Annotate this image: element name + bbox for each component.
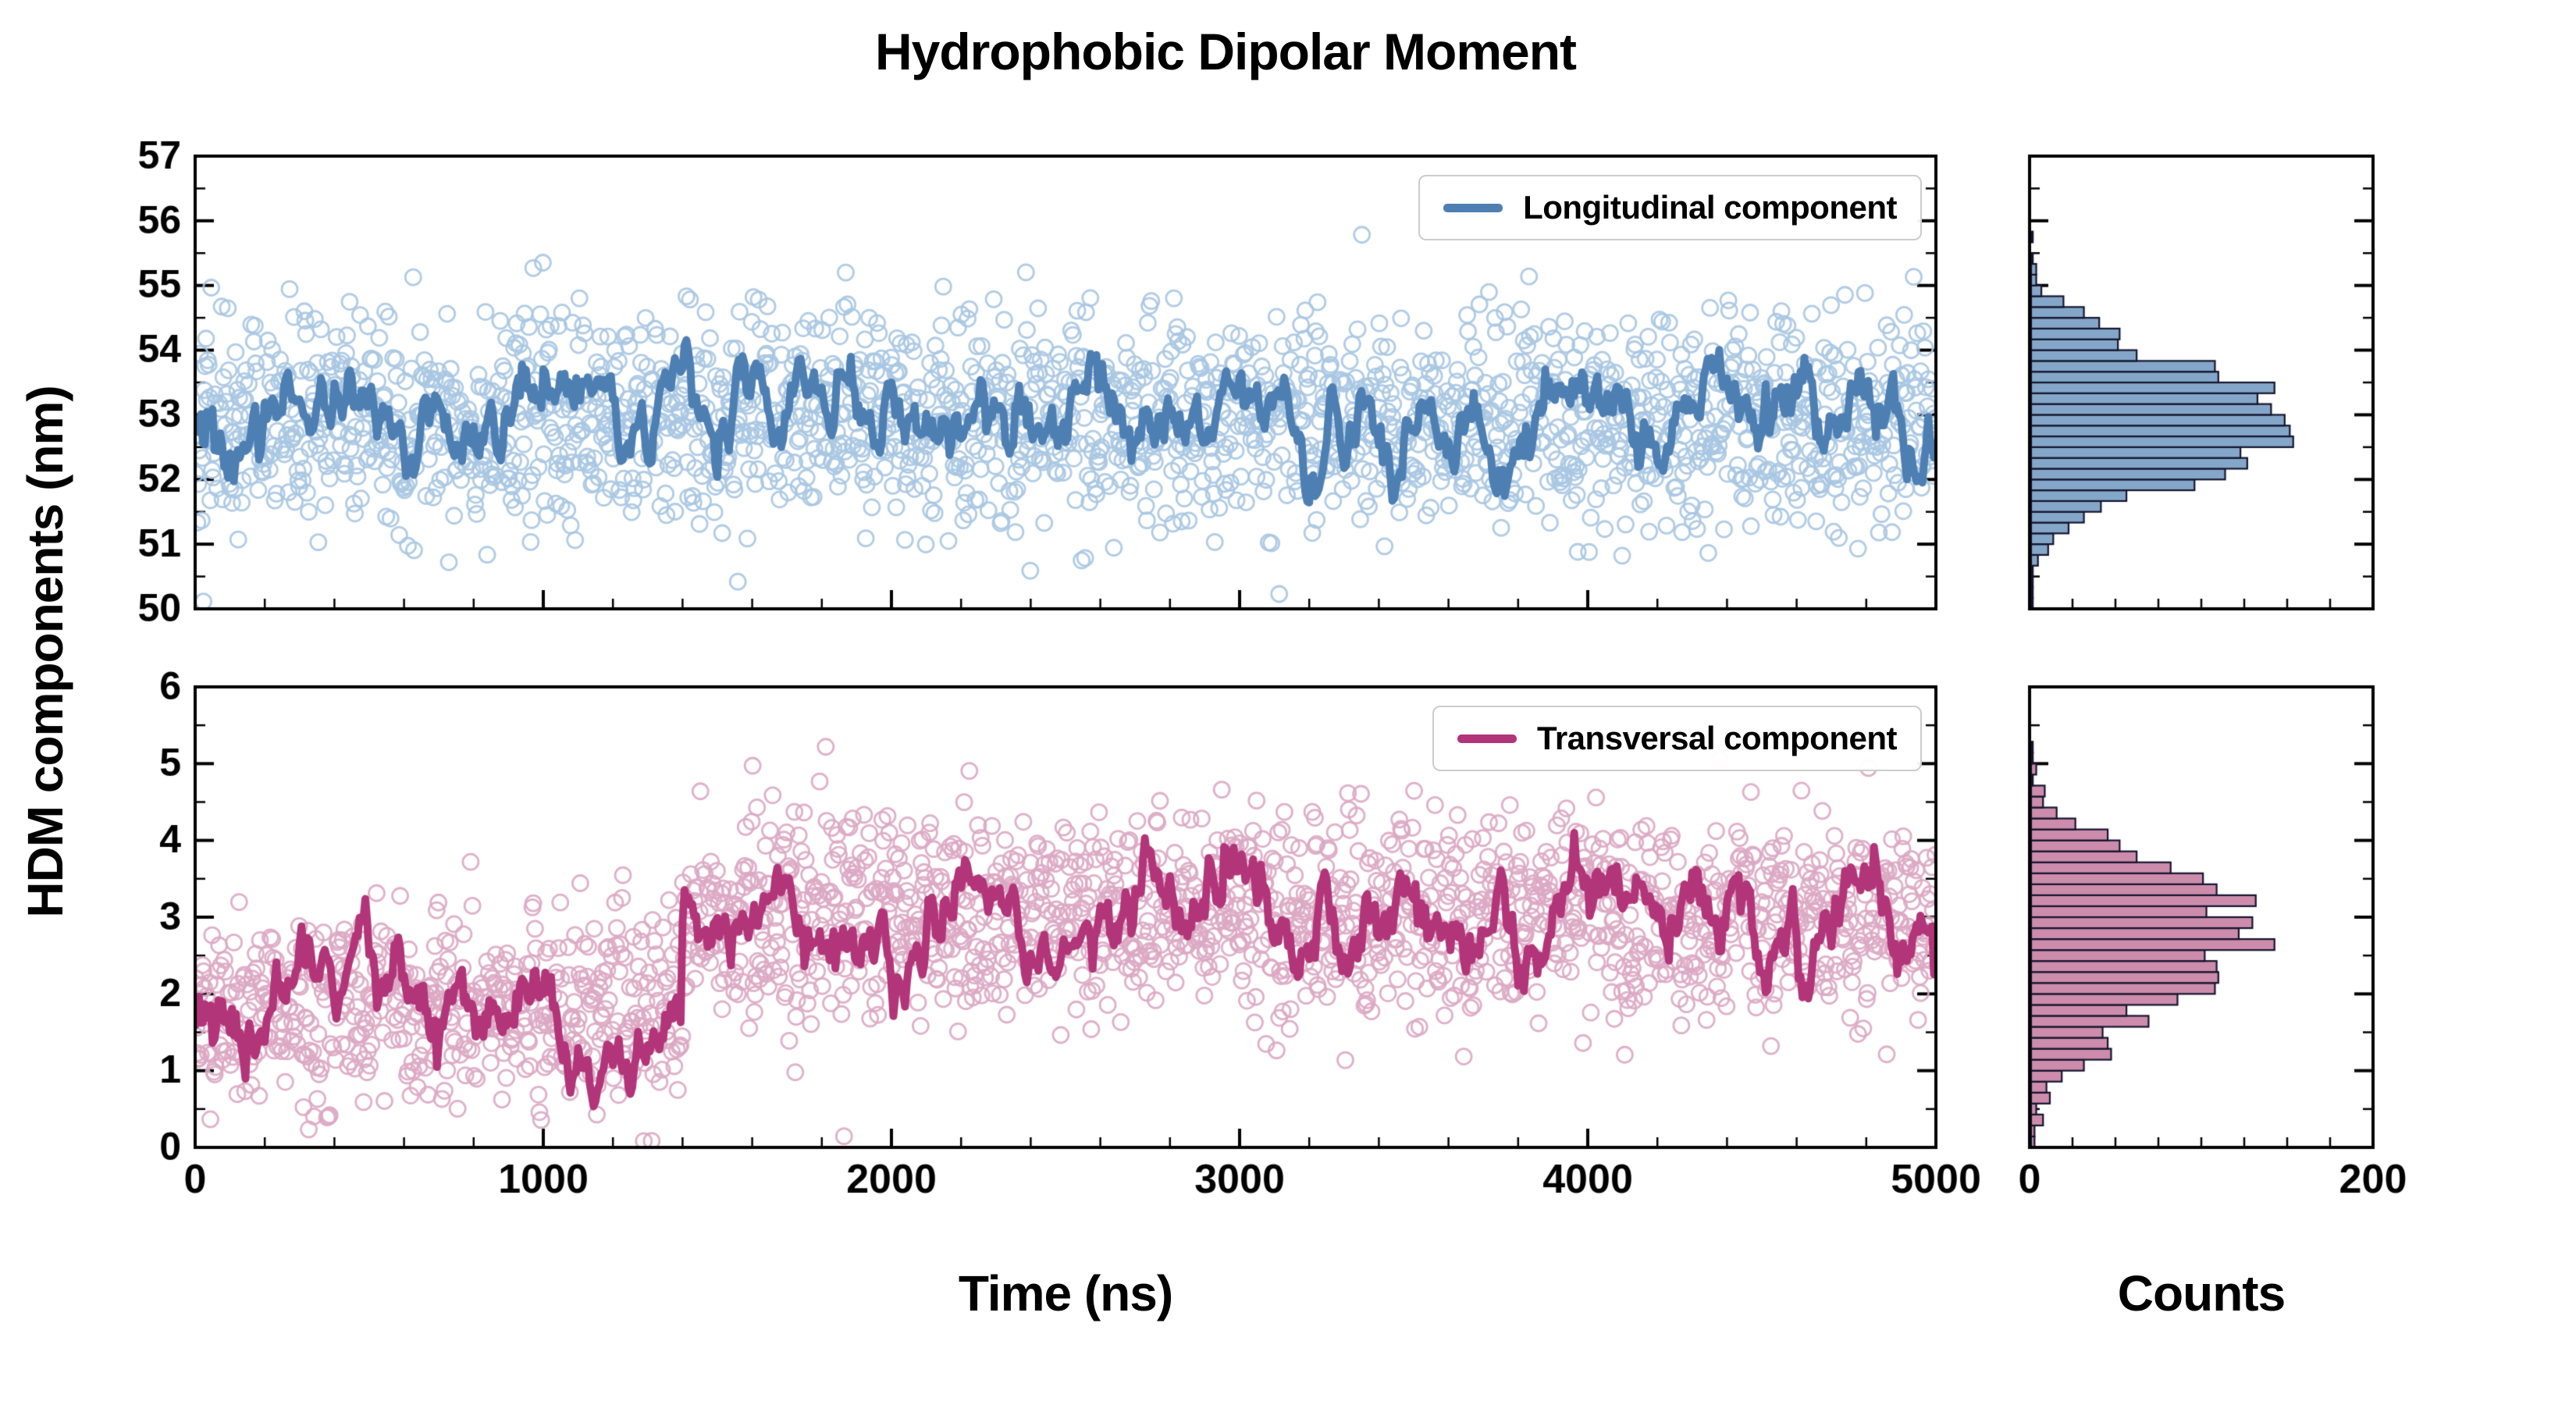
chart-title: Hydrophobic Dipolar Moment [875,23,1577,80]
legend-line-swatch-longitudinal [1443,203,1503,212]
legend-label-longitudinal: Longitudinal component [1523,189,1897,226]
legend-line-swatch-transversal [1457,734,1517,743]
legend-transversal: Transversal component [1432,706,1922,771]
y-axis-label: HDM components (nm) [17,386,73,918]
x-axis-label-time: Time (ns) [958,1265,1173,1321]
legend-label-transversal: Transversal component [1537,720,1898,756]
x-axis-label-counts: Counts [2117,1265,2286,1321]
legend-longitudinal: Longitudinal component [1418,175,1922,240]
